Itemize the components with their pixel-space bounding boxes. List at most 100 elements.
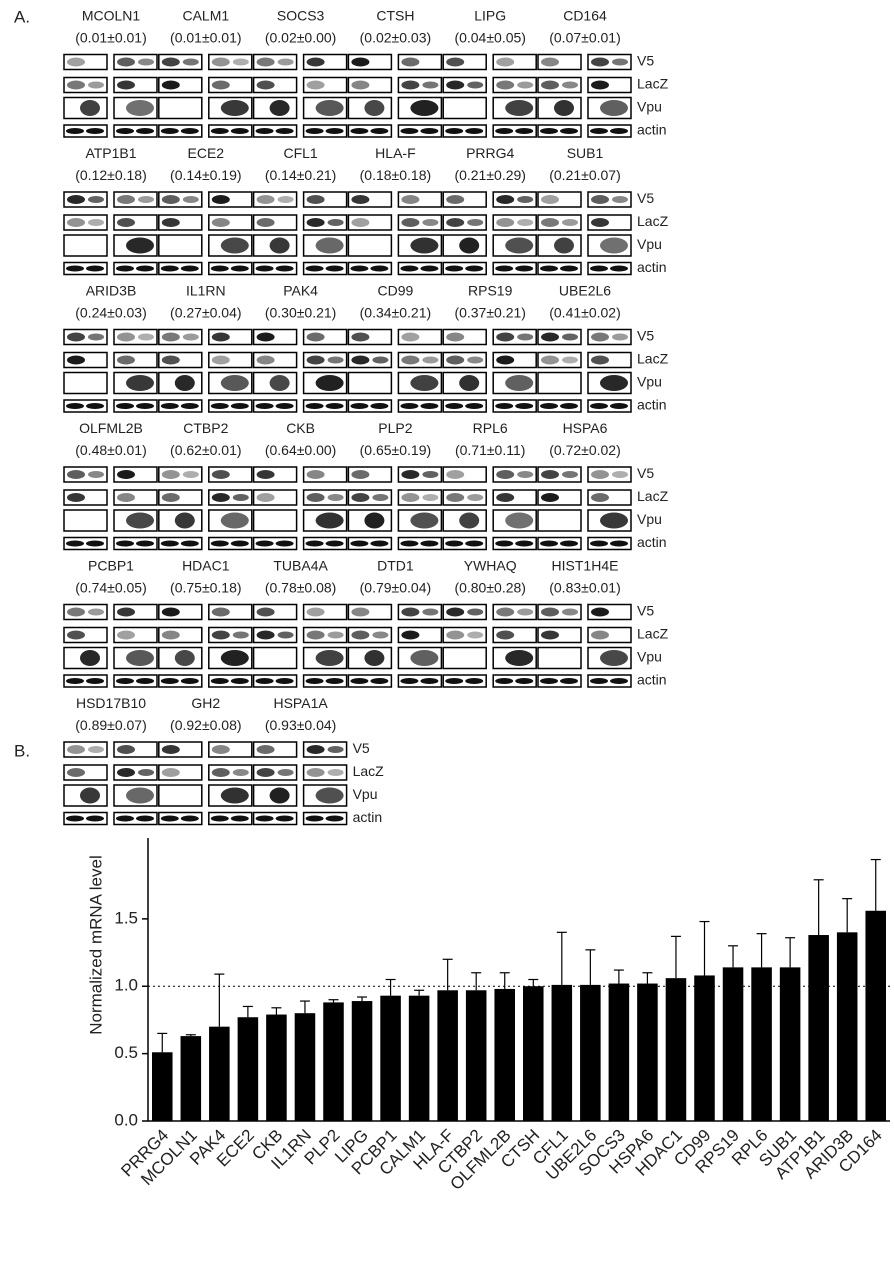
gene-ratio: (0.12±0.18) [75, 167, 147, 183]
blot-band [306, 678, 324, 684]
blot-band [465, 266, 483, 272]
blot-band [591, 470, 609, 479]
blot-band [465, 128, 483, 134]
blot-band [307, 333, 325, 342]
row-label: actin [353, 809, 383, 825]
blot-band [515, 128, 533, 134]
blot-band [351, 81, 369, 90]
blot-band [422, 219, 438, 226]
blot-band [233, 769, 249, 776]
blot-band [126, 513, 154, 529]
blot-band [256, 678, 274, 684]
blot-band [401, 356, 419, 365]
blot-band [256, 816, 274, 822]
blot-band [370, 128, 388, 134]
blot-band [257, 195, 275, 204]
blot-band [505, 100, 533, 116]
blot-band [505, 238, 533, 254]
gene-name: HSPA1A [273, 695, 328, 711]
blot-frame [254, 510, 297, 531]
blot-band [410, 513, 438, 529]
blot-band [221, 513, 249, 529]
blot-band [496, 81, 514, 90]
blot-band [212, 608, 230, 617]
blot-band [422, 357, 438, 364]
blot-band [591, 333, 609, 342]
gene-ratio: (0.92±0.08) [170, 717, 242, 733]
blot-band [86, 678, 104, 684]
blot-band [495, 403, 513, 409]
blot-band [66, 128, 84, 134]
blot-band [162, 356, 180, 365]
blot-band [162, 768, 180, 777]
blot-band [496, 470, 514, 479]
blot-band [162, 58, 180, 67]
blot-band [116, 678, 134, 684]
blot-band [610, 678, 628, 684]
blot-band [541, 631, 559, 640]
blot-band [495, 266, 513, 272]
blot-band [257, 218, 275, 227]
blot-band [270, 100, 290, 116]
blot-band [306, 266, 324, 272]
blot-frame [159, 98, 202, 119]
blot-band [496, 631, 514, 640]
blot-band [212, 195, 230, 204]
blot-band [515, 678, 533, 684]
blot-band [276, 816, 294, 822]
blot-band [540, 541, 558, 547]
blot-band [175, 375, 195, 391]
blot-band [465, 403, 483, 409]
bar [580, 985, 601, 1121]
bar [466, 990, 487, 1121]
blot-band [517, 471, 533, 478]
blot-band [307, 81, 325, 90]
blot-band [212, 356, 230, 365]
blot-band [554, 100, 574, 116]
blot-band [67, 608, 85, 617]
blot-band [515, 266, 533, 272]
blot-band [66, 678, 84, 684]
blot-band [162, 218, 180, 227]
blot-band [351, 218, 369, 227]
blot-band [540, 266, 558, 272]
blot-band [211, 266, 229, 272]
row-label: V5 [637, 603, 654, 619]
gene-name: RPS19 [468, 283, 513, 299]
blot-band [316, 238, 344, 254]
gene-name: DTD1 [377, 558, 414, 574]
blot-band [306, 128, 324, 134]
gene-ratio: (0.37±0.21) [454, 305, 526, 321]
blot-band [372, 632, 388, 639]
blot-band [350, 266, 368, 272]
blot-band [270, 788, 290, 804]
blot-frame [159, 785, 202, 806]
blot-band [257, 81, 275, 90]
blot-band [446, 608, 464, 617]
blot-band [270, 375, 290, 391]
blot-band [351, 470, 369, 479]
blot-band [541, 470, 559, 479]
blot-band [211, 128, 229, 134]
blot-band [401, 333, 419, 342]
gene-name: TUBA4A [273, 558, 328, 574]
blot-band [67, 58, 85, 67]
row-label: LacZ [637, 76, 669, 92]
blot-band [590, 403, 608, 409]
blot-band [162, 333, 180, 342]
blot-band [307, 58, 325, 67]
blot-band [136, 403, 154, 409]
blot-band [181, 816, 199, 822]
bar [837, 932, 858, 1121]
blot-band [591, 81, 609, 90]
gene-name: CTSH [376, 8, 414, 24]
blot-band [117, 745, 135, 754]
blot-band [212, 470, 230, 479]
blot-band [610, 266, 628, 272]
blot-band [233, 632, 249, 639]
blot-band [67, 356, 85, 365]
blot-band [351, 631, 369, 640]
blot-band [560, 678, 578, 684]
blot-frame [538, 373, 581, 394]
blot-frame [64, 235, 107, 256]
